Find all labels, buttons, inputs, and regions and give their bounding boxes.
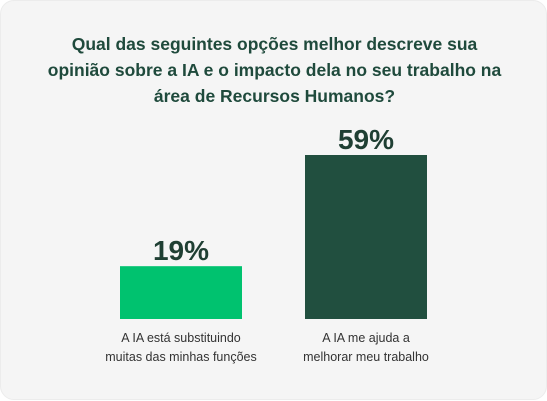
category-label-1-line-2: muitas das minhas funções — [105, 350, 257, 364]
data-label-1: 19% — [153, 235, 209, 266]
bars-layer — [120, 155, 427, 319]
bar-1 — [120, 266, 242, 319]
category-label-1-line-1: A IA está substituindo — [121, 331, 241, 345]
category-label-2-line-2: melhorar meu trabalho — [303, 350, 429, 364]
category-label-2-line-1: A IA me ajuda a — [322, 331, 410, 345]
category-label-2: A IA me ajuda a melhorar meu trabalho — [271, 329, 461, 367]
chart-title: Qual das seguintes opções melhor descrev… — [47, 34, 502, 106]
data-labels-layer: 19% 59% — [153, 124, 394, 266]
data-label-2: 59% — [338, 124, 394, 155]
category-label-1: A IA está substituindo muitas das minhas… — [86, 329, 276, 367]
bar-2 — [305, 155, 427, 319]
